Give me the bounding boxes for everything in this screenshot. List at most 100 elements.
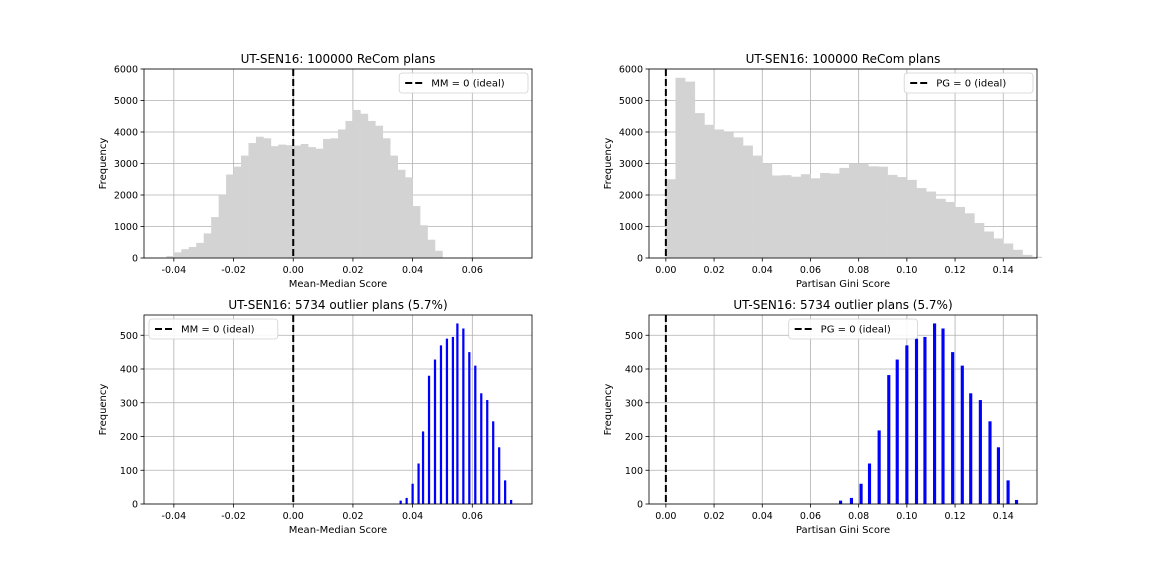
histogram-bar bbox=[665, 179, 676, 258]
legend: PG = 0 (ideal) bbox=[903, 72, 1034, 94]
bar bbox=[417, 463, 420, 504]
bar bbox=[867, 463, 872, 504]
bar bbox=[859, 483, 863, 504]
x-tick-label: 0.04 bbox=[402, 511, 423, 522]
histogram-bar bbox=[427, 239, 436, 258]
bar bbox=[1006, 480, 1010, 504]
bar bbox=[486, 400, 489, 504]
histogram-bar bbox=[675, 77, 686, 258]
histogram-bar bbox=[916, 188, 927, 258]
histogram-bar bbox=[800, 174, 811, 258]
histogram-bar bbox=[887, 174, 898, 258]
bar bbox=[433, 359, 437, 504]
histogram-bar bbox=[906, 179, 917, 258]
bar bbox=[988, 421, 992, 504]
histogram-bar bbox=[868, 166, 879, 258]
y-tick-label: 300 bbox=[625, 398, 643, 409]
x-tick-label: 0.14 bbox=[993, 511, 1014, 522]
x-axis-label: Mean-Median Score bbox=[289, 279, 387, 290]
x-tick-label: 0.10 bbox=[896, 265, 917, 276]
chart-title: UT-SEN16: 5734 outlier plans (5.7%) bbox=[228, 298, 447, 312]
histogram-bar bbox=[412, 206, 421, 258]
x-tick-label: 0.08 bbox=[848, 511, 869, 522]
histogram-bar bbox=[974, 223, 985, 258]
legend-label: PG = 0 (ideal) bbox=[821, 325, 891, 336]
y-tick-label: 500 bbox=[625, 331, 643, 342]
plot-area bbox=[649, 315, 1037, 504]
y-tick-label: 5000 bbox=[114, 96, 138, 107]
bar bbox=[960, 365, 964, 504]
y-tick-label: 1000 bbox=[619, 222, 643, 233]
histogram-bar bbox=[435, 250, 443, 258]
histogram-bar bbox=[188, 246, 197, 258]
chart-panel-4: 0.00 0.02 0.04 0.06 0.08 0.10 0.12 0.14 0 100 200 3… bbox=[603, 298, 1038, 536]
plot-area bbox=[144, 315, 532, 504]
histogram-bar bbox=[241, 155, 249, 258]
histogram-bar bbox=[203, 233, 212, 258]
x-tick-label: 0.00 bbox=[283, 511, 304, 522]
histogram-bar bbox=[352, 109, 361, 258]
y-tick-label: 1000 bbox=[114, 222, 138, 233]
histogram-bar bbox=[829, 173, 840, 258]
histogram-bar bbox=[173, 252, 182, 258]
y-tick-label: 2000 bbox=[619, 191, 643, 202]
bar bbox=[914, 338, 919, 504]
histogram-bar bbox=[935, 198, 946, 258]
chart-title: UT-SEN16: 5734 outlier plans (5.7%) bbox=[733, 298, 952, 312]
bar bbox=[456, 323, 459, 504]
bar bbox=[996, 447, 1001, 504]
x-tick-label: 0.02 bbox=[703, 265, 724, 276]
histogram-bar bbox=[762, 163, 773, 258]
bar bbox=[399, 500, 402, 504]
bar bbox=[405, 497, 408, 504]
histogram-bar bbox=[360, 113, 369, 258]
bar bbox=[468, 352, 471, 504]
histogram-bar bbox=[704, 124, 715, 258]
histogram-bar bbox=[771, 175, 782, 258]
histogram-bar bbox=[897, 177, 908, 258]
x-tick-label: 0.04 bbox=[752, 265, 773, 276]
bar bbox=[509, 499, 513, 504]
x-tick-label: -0.02 bbox=[221, 265, 246, 276]
histogram-bar bbox=[323, 138, 331, 258]
legend-box bbox=[903, 72, 1034, 94]
x-tick-label: 0.06 bbox=[462, 511, 483, 522]
x-axis-label: Partisan Gini Score bbox=[796, 279, 890, 290]
histogram-bar bbox=[330, 138, 339, 258]
histogram-bar bbox=[810, 178, 821, 258]
histogram-bar bbox=[300, 143, 309, 258]
histogram-bar bbox=[1012, 249, 1023, 258]
histogram-bar bbox=[218, 195, 227, 258]
chart-panel-2: 0.00 0.02 0.04 0.06 0.08 0.10 0.12 0.14 0 1000 200… bbox=[603, 52, 1043, 290]
y-tick-label: 4000 bbox=[619, 128, 643, 139]
bar bbox=[923, 336, 927, 504]
y-tick-label: 3000 bbox=[619, 159, 643, 170]
histogram-bar bbox=[858, 163, 869, 258]
y-axis-label: Frequency bbox=[603, 384, 614, 436]
y-tick-label: 100 bbox=[120, 466, 138, 477]
histogram-bar bbox=[390, 155, 398, 258]
y-tick-label: 400 bbox=[625, 365, 643, 376]
histogram-bar bbox=[1003, 243, 1014, 258]
histogram-bar bbox=[285, 145, 294, 258]
legend: MM = 0 (ideal) bbox=[148, 318, 279, 340]
bar bbox=[839, 500, 843, 504]
x-tick-label: 0.04 bbox=[402, 265, 423, 276]
histogram-bar bbox=[955, 206, 966, 258]
histogram-bar bbox=[714, 129, 725, 258]
x-tick-label: -0.02 bbox=[221, 511, 246, 522]
bar bbox=[969, 393, 973, 504]
legend-label: PG = 0 (ideal) bbox=[936, 79, 1006, 90]
bar bbox=[978, 400, 982, 504]
histogram-bar bbox=[338, 129, 346, 258]
histogram-bar bbox=[405, 177, 413, 258]
histogram-bar bbox=[382, 138, 391, 258]
chart-title: UT-SEN16: 100000 ReCom plans bbox=[241, 52, 436, 66]
histogram-bar bbox=[945, 201, 956, 258]
y-axis-label: Frequency bbox=[98, 138, 109, 190]
x-tick-label: 0.02 bbox=[342, 511, 363, 522]
bar bbox=[887, 375, 891, 504]
x-axis-label: Mean-Median Score bbox=[289, 525, 387, 536]
histogram-bar bbox=[983, 231, 994, 258]
histogram-bar bbox=[752, 155, 763, 258]
